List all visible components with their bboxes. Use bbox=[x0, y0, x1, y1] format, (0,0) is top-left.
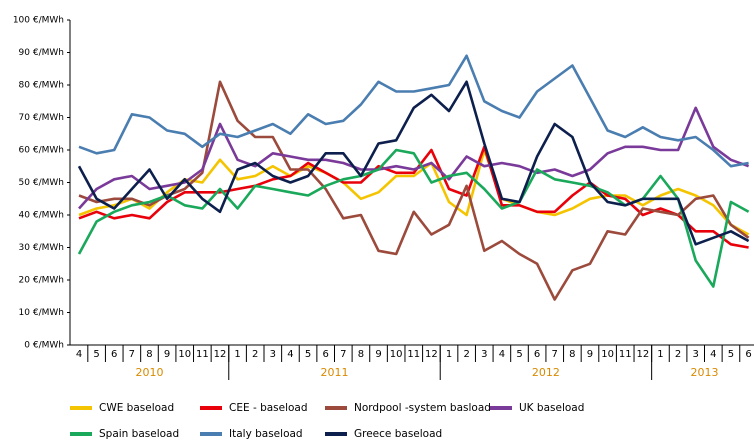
legend-label: Nordpool -system basload bbox=[354, 402, 491, 414]
x-tick-label: 8 bbox=[569, 349, 575, 360]
y-tick-label: 0 €/MWh bbox=[24, 341, 64, 351]
series-line bbox=[78, 145, 749, 249]
y-tick-label: 50 €/MWh bbox=[19, 178, 64, 188]
y-tick-label: 60 €/MWh bbox=[19, 146, 64, 156]
year-label: 2011 bbox=[320, 366, 348, 379]
x-tick-label: 2 bbox=[675, 349, 681, 360]
legend-label: Spain baseload bbox=[99, 428, 179, 440]
legend-label: CEE - baseload bbox=[229, 402, 308, 414]
x-tick-label: 11 bbox=[196, 349, 209, 360]
x-tick-label: 6 bbox=[322, 349, 328, 360]
x-tick-label: 3 bbox=[693, 349, 699, 360]
x-tick-label: 5 bbox=[93, 349, 99, 360]
x-tick-label: 12 bbox=[425, 349, 438, 360]
x-tick-label: 9 bbox=[587, 349, 593, 360]
x-tick-label: 6 bbox=[534, 349, 540, 360]
x-tick-label: 12 bbox=[636, 349, 649, 360]
x-tick-label: 12 bbox=[214, 349, 227, 360]
year-label: 2010 bbox=[135, 366, 163, 379]
y-tick-label: 90 €/MWh bbox=[19, 48, 64, 58]
x-tick-label: 3 bbox=[481, 349, 487, 360]
x-tick-label: 1 bbox=[446, 349, 452, 360]
x-tick-label: 9 bbox=[164, 349, 170, 360]
series-line bbox=[78, 54, 749, 168]
x-tick-label: 8 bbox=[146, 349, 152, 360]
y-tick-label: 70 €/MWh bbox=[19, 113, 64, 123]
legend-label: Italy baseload bbox=[229, 428, 303, 440]
x-tick-label: 4 bbox=[76, 349, 82, 360]
x-tick-label: 11 bbox=[407, 349, 420, 360]
x-tick-label: 1 bbox=[657, 349, 663, 360]
series-line bbox=[78, 106, 750, 210]
x-tick-label: 7 bbox=[340, 349, 346, 360]
year-label: 2012 bbox=[532, 366, 560, 379]
x-tick-label: 4 bbox=[499, 349, 505, 360]
x-tick-label: 5 bbox=[305, 349, 311, 360]
x-tick-label: 11 bbox=[619, 349, 632, 360]
legend-label: CWE baseload bbox=[99, 402, 174, 414]
x-tick-label: 9 bbox=[375, 349, 381, 360]
x-tick-label: 2 bbox=[463, 349, 469, 360]
x-tick-label: 4 bbox=[710, 349, 716, 360]
x-tick-label: 2 bbox=[252, 349, 258, 360]
x-tick-label: 10 bbox=[178, 349, 191, 360]
x-tick-label: 5 bbox=[516, 349, 522, 360]
y-tick-label: 80 €/MWh bbox=[19, 81, 64, 91]
x-tick-label: 10 bbox=[390, 349, 403, 360]
x-tick-label: 7 bbox=[129, 349, 135, 360]
y-tick-label: 20 €/MWh bbox=[19, 276, 64, 286]
year-label: 2013 bbox=[691, 366, 719, 379]
x-tick-label: 6 bbox=[745, 349, 751, 360]
y-tick-label: 10 €/MWh bbox=[19, 308, 64, 318]
x-tick-label: 8 bbox=[358, 349, 364, 360]
x-tick-label: 3 bbox=[270, 349, 276, 360]
x-tick-label: 5 bbox=[728, 349, 734, 360]
x-tick-label: 1 bbox=[234, 349, 240, 360]
x-tick-label: 6 bbox=[111, 349, 117, 360]
x-tick-label: 7 bbox=[552, 349, 558, 360]
y-tick-label: 40 €/MWh bbox=[19, 211, 64, 221]
y-tick-label: 100 €/MWh bbox=[13, 16, 64, 26]
legend-label: Greece baseload bbox=[354, 428, 442, 440]
x-tick-label: 10 bbox=[601, 349, 614, 360]
legend-label: UK baseload bbox=[519, 402, 584, 414]
y-tick-label: 30 €/MWh bbox=[19, 243, 64, 253]
series-line bbox=[77, 80, 750, 246]
x-tick-label: 4 bbox=[287, 349, 293, 360]
series-line bbox=[78, 80, 750, 301]
